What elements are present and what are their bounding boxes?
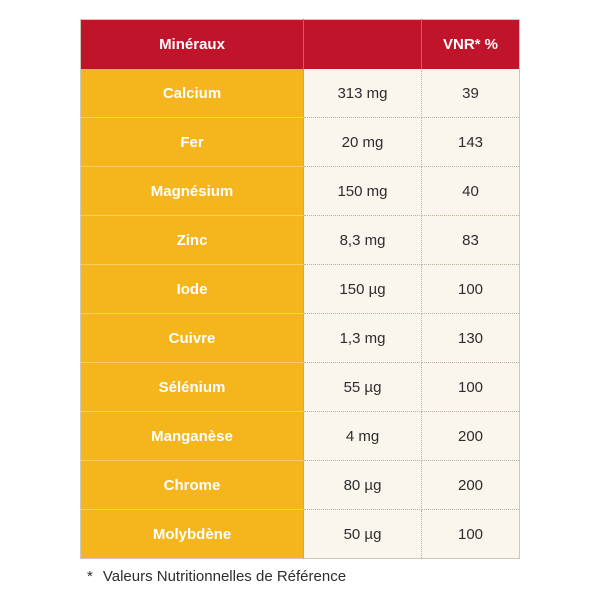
table-row: Fer 20 mg 143 bbox=[80, 117, 520, 167]
table-row: Chrome 80 µg 200 bbox=[80, 460, 520, 510]
mineral-vnr: 100 bbox=[421, 362, 520, 412]
footnote-marker: * bbox=[87, 568, 93, 585]
header-row: Minéraux VNR* % bbox=[80, 19, 520, 69]
mineral-amount: 8,3 mg bbox=[303, 215, 422, 265]
mineral-vnr: 143 bbox=[421, 117, 520, 167]
mineral-vnr: 100 bbox=[421, 264, 520, 314]
mineral-name: Molybdène bbox=[80, 509, 304, 559]
mineral-vnr: 83 bbox=[421, 215, 520, 265]
mineral-amount: 150 µg bbox=[303, 264, 422, 314]
mineral-amount: 80 µg bbox=[303, 460, 422, 510]
mineral-vnr: 100 bbox=[421, 509, 520, 559]
header-vnr: VNR* % bbox=[421, 19, 520, 69]
mineral-name: Manganèse bbox=[80, 411, 304, 461]
mineral-name: Zinc bbox=[80, 215, 304, 265]
mineral-name: Fer bbox=[80, 117, 304, 167]
mineral-amount: 4 mg bbox=[303, 411, 422, 461]
table-header: Minéraux VNR* % bbox=[80, 19, 520, 69]
table-row: Calcium 313 mg 39 bbox=[80, 69, 520, 118]
mineral-vnr: 40 bbox=[421, 166, 520, 216]
header-amount bbox=[303, 19, 422, 69]
minerals-table: Minéraux VNR* % Calcium 313 mg 39 Fer 20… bbox=[80, 19, 520, 559]
table-row: Cuivre 1,3 mg 130 bbox=[80, 313, 520, 363]
table-body: Calcium 313 mg 39 Fer 20 mg 143 Magnésiu… bbox=[80, 69, 520, 559]
mineral-amount: 313 mg bbox=[303, 69, 422, 118]
footnote-text: Valeurs Nutritionnelles de Référence bbox=[102, 568, 347, 585]
mineral-amount: 1,3 mg bbox=[303, 313, 422, 363]
footnote: * Valeurs Nutritionnelles de Référence bbox=[87, 568, 346, 585]
table-row: Magnésium 150 mg 40 bbox=[80, 166, 520, 216]
mineral-amount: 55 µg bbox=[303, 362, 422, 412]
mineral-name: Sélénium bbox=[80, 362, 304, 412]
mineral-amount: 20 mg bbox=[303, 117, 422, 167]
mineral-name: Iode bbox=[80, 264, 304, 314]
mineral-name: Chrome bbox=[80, 460, 304, 510]
mineral-amount: 150 mg bbox=[303, 166, 422, 216]
mineral-vnr: 130 bbox=[421, 313, 520, 363]
mineral-vnr: 39 bbox=[421, 69, 520, 118]
header-minerals: Minéraux bbox=[80, 19, 304, 69]
table-row: Zinc 8,3 mg 83 bbox=[80, 215, 520, 265]
table-row: Molybdène 50 µg 100 bbox=[80, 509, 520, 559]
mineral-name: Magnésium bbox=[80, 166, 304, 216]
mineral-name: Cuivre bbox=[80, 313, 304, 363]
mineral-name: Calcium bbox=[80, 69, 304, 118]
table-row: Manganèse 4 mg 200 bbox=[80, 411, 520, 461]
mineral-amount: 50 µg bbox=[303, 509, 422, 559]
mineral-vnr: 200 bbox=[421, 411, 520, 461]
mineral-vnr: 200 bbox=[421, 460, 520, 510]
table-row: Sélénium 55 µg 100 bbox=[80, 362, 520, 412]
table-row: Iode 150 µg 100 bbox=[80, 264, 520, 314]
